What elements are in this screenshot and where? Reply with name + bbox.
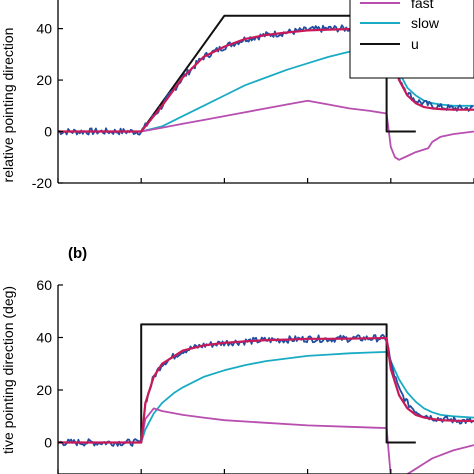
- panel-b: 0 20 40 60 (b) tive pointing direction (deg…: [0, 245, 474, 474]
- legend-box: [349, 0, 474, 79]
- panel-b-axes: 0 20 40 60: [36, 277, 474, 474]
- panel-a-ylabel: relative pointing direction: [0, 28, 16, 183]
- panel-b-label: (b): [68, 245, 87, 262]
- panel-b-series: [58, 323, 474, 474]
- panel-b-series-measured-line: [58, 333, 474, 447]
- panel-a-axes: -20 0 20 40: [32, 0, 474, 191]
- panel-a-ytick-label: 40: [36, 21, 52, 37]
- panel-a-series-model-line: [58, 27, 474, 133]
- panel-b-series-slow-line: [58, 351, 474, 444]
- panel-a-ytick-label: 0: [44, 124, 52, 140]
- panel-b-ytick-label: 60: [36, 277, 52, 293]
- legend-fast-label: fast: [411, 0, 434, 11]
- panel-b-ylabel: tive pointing direction (deg): [0, 286, 16, 454]
- panel-b-ytick-label: 20: [36, 382, 52, 398]
- panel-a-series-fast-line: [58, 99, 474, 161]
- legend-u-label: u: [411, 36, 419, 52]
- panel-b-ytick-label: 0: [44, 435, 52, 451]
- panel-a-ytick-label: 20: [36, 72, 52, 88]
- panel-b-ytick-label: 40: [36, 330, 52, 346]
- panel-a-ytick-label: -20: [32, 175, 52, 191]
- panel-a: -20 0 20 40 relative pointing direction: [0, 0, 474, 191]
- legend-slow-label: slow: [411, 15, 440, 31]
- legend: fast slow u: [349, 0, 474, 79]
- panel-a-series: [57, 14, 474, 161]
- panel-b-series-model-line: [58, 336, 474, 444]
- panel-b-series-fast-line: [58, 407, 474, 474]
